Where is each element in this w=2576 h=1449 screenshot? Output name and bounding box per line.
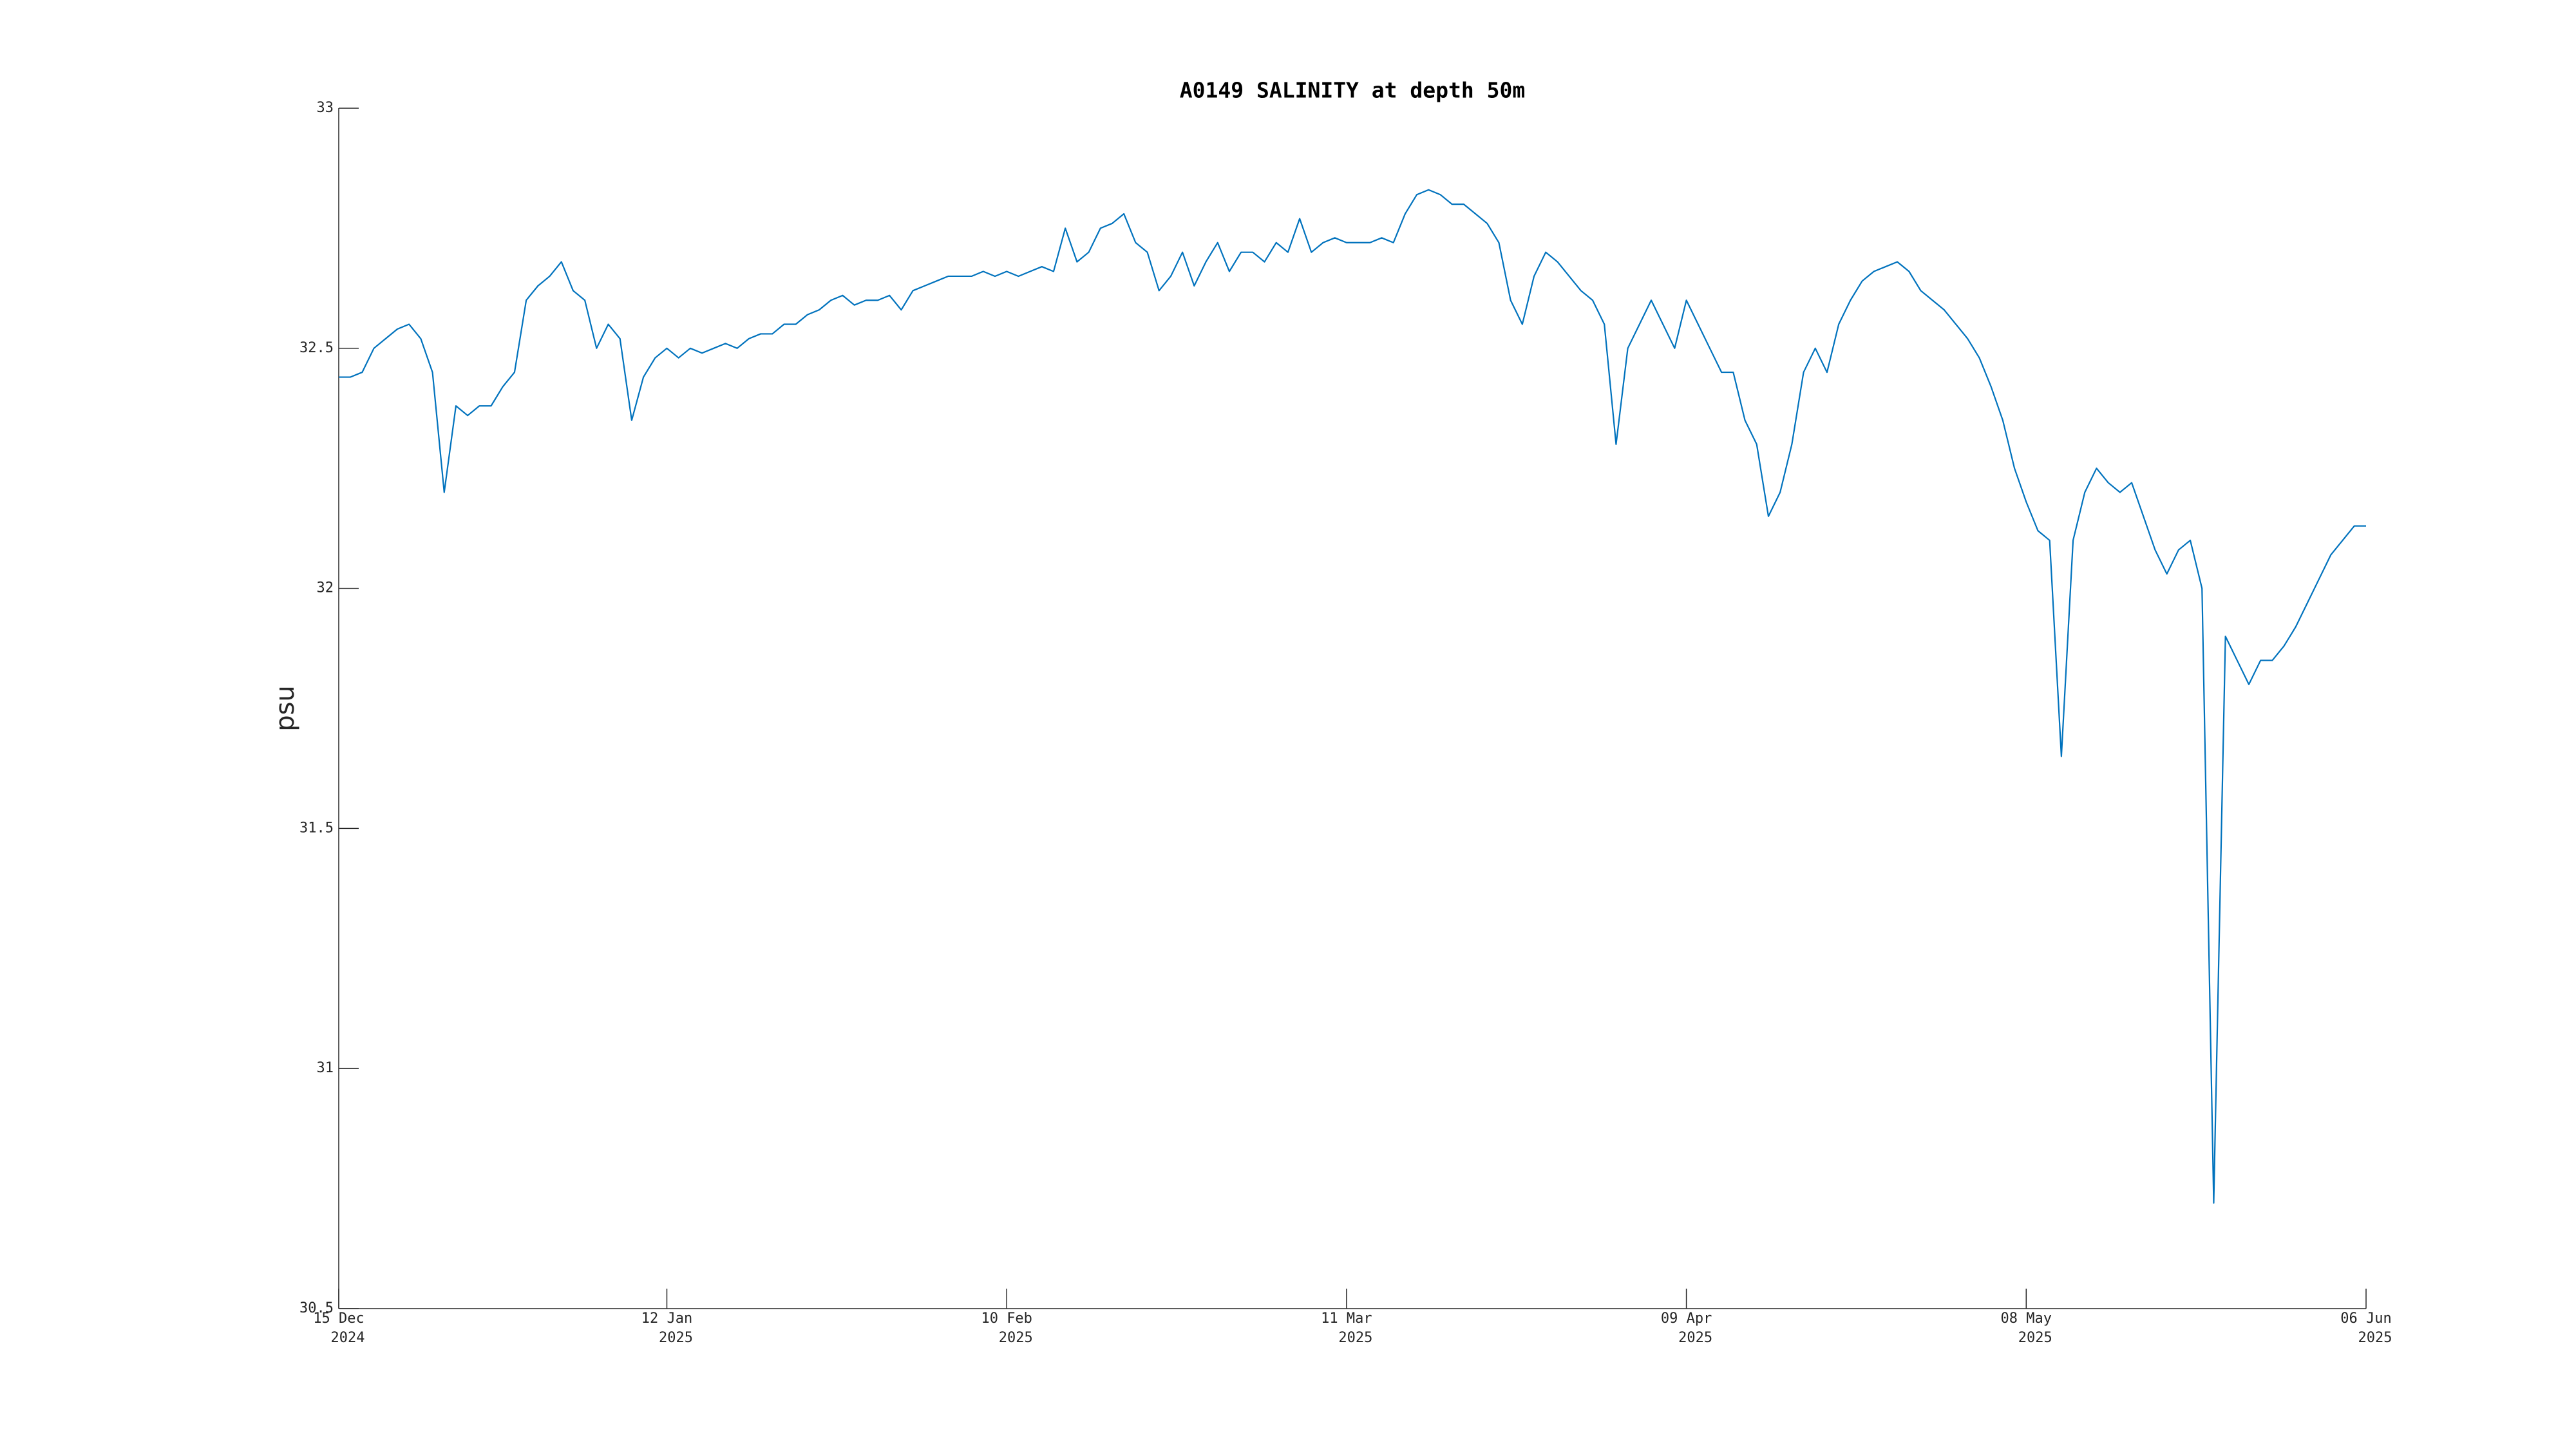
x-tick-label: 08 May <box>2001 1311 2052 1327</box>
x-tick-label: 2024 <box>331 1330 365 1346</box>
y-tick-label: 32.5 <box>299 340 334 356</box>
y-tick-label: 31.5 <box>299 820 334 836</box>
x-tick-label: 2025 <box>1678 1330 1712 1346</box>
y-tick-label: 30.5 <box>299 1300 334 1316</box>
x-tick-label: 2025 <box>2358 1330 2392 1346</box>
x-tick-label: 15 Dec <box>313 1311 364 1327</box>
x-tick-label: 10 Feb <box>981 1311 1032 1327</box>
y-tick-label: 32 <box>317 580 334 596</box>
x-tick-label: 2025 <box>1338 1330 1372 1346</box>
x-tick-label: 12 Jan <box>641 1311 692 1327</box>
y-tick-label: 33 <box>317 100 334 116</box>
x-tick-label: 09 Apr <box>1661 1311 1712 1327</box>
y-axis-label: psu <box>270 685 300 732</box>
x-tick-label: 2025 <box>2018 1330 2052 1346</box>
chart-title: A0149 SALINITY at depth 50m <box>1180 78 1525 103</box>
data-line <box>339 189 2366 1204</box>
x-tick-label: 2025 <box>999 1330 1033 1346</box>
x-tick-label: 06 Jun <box>2340 1311 2391 1327</box>
y-tick-label: 31 <box>317 1060 334 1076</box>
x-tick-label: 2025 <box>659 1330 693 1346</box>
x-tick-label: 11 Mar <box>1321 1311 1372 1327</box>
